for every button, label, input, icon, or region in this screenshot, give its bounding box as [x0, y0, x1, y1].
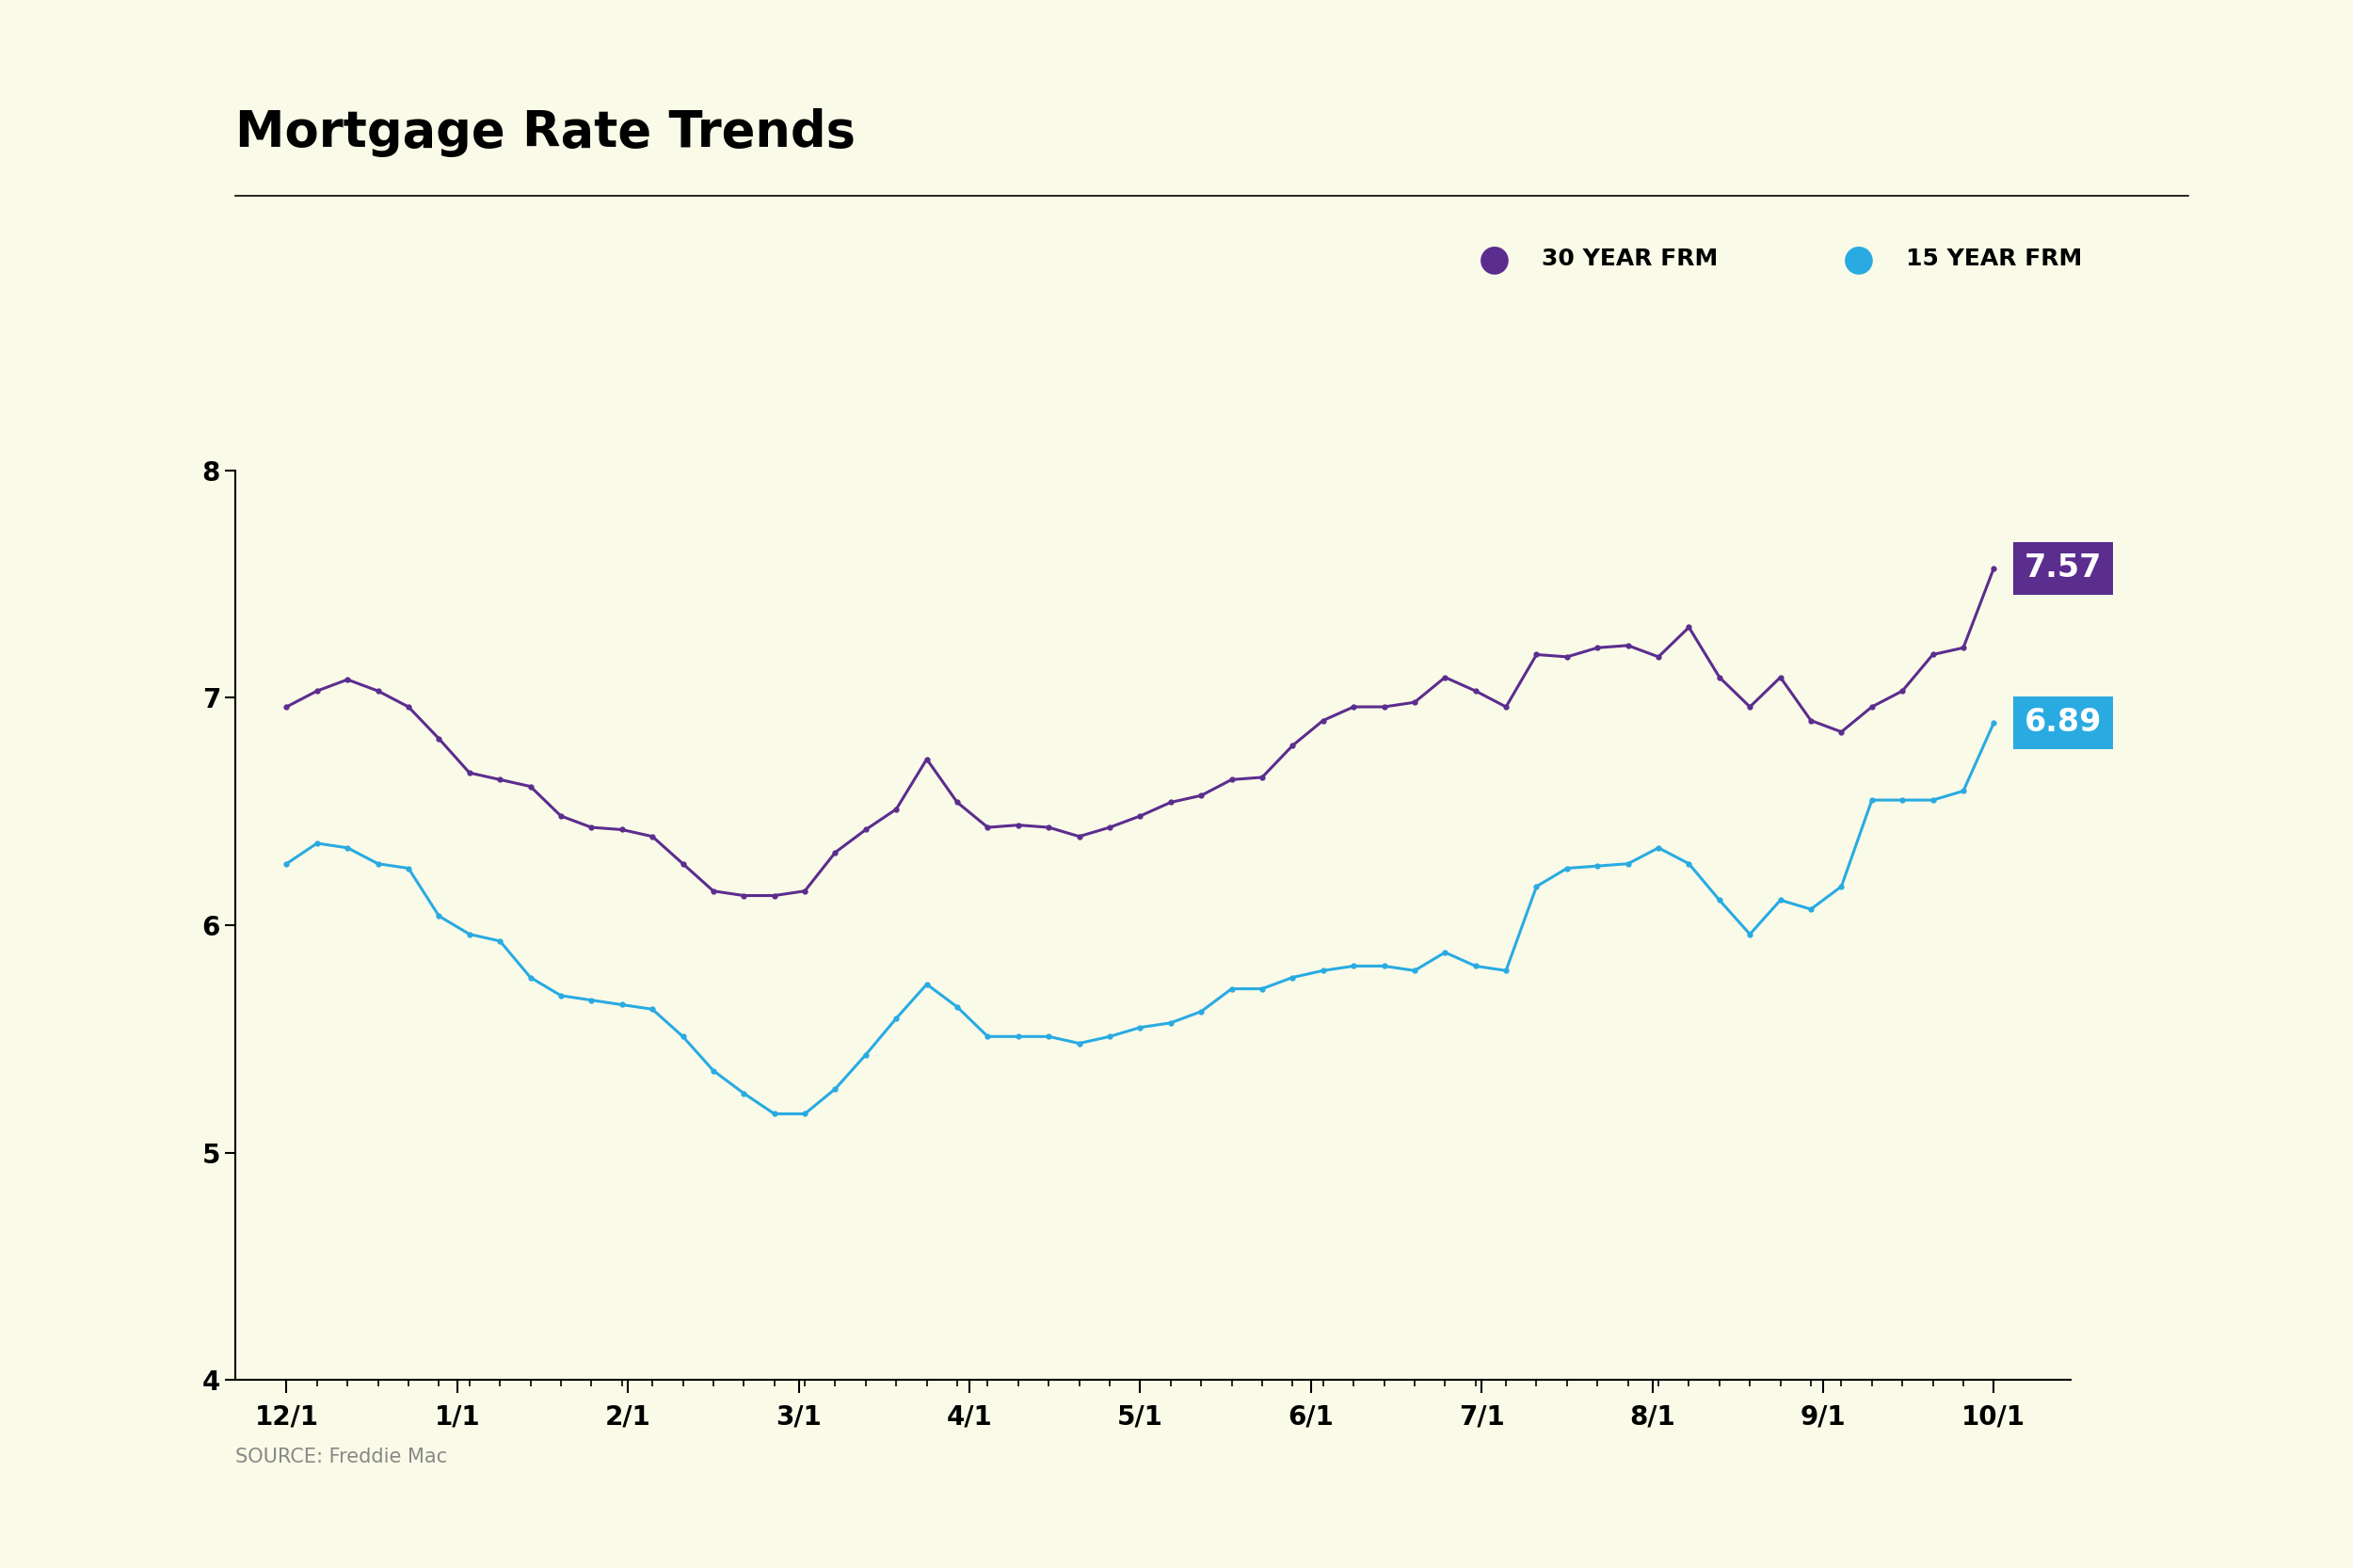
- Text: ●: ●: [1842, 241, 1875, 276]
- Text: 6.89: 6.89: [2024, 707, 2101, 739]
- Text: ●: ●: [1478, 241, 1511, 276]
- Text: 7.57: 7.57: [2024, 552, 2101, 583]
- Text: SOURCE: Freddie Mac: SOURCE: Freddie Mac: [235, 1447, 447, 1466]
- Text: Mortgage Rate Trends: Mortgage Rate Trends: [235, 108, 856, 157]
- Text: 15 YEAR FRM: 15 YEAR FRM: [1906, 248, 2082, 270]
- Text: 30 YEAR FRM: 30 YEAR FRM: [1541, 248, 1718, 270]
